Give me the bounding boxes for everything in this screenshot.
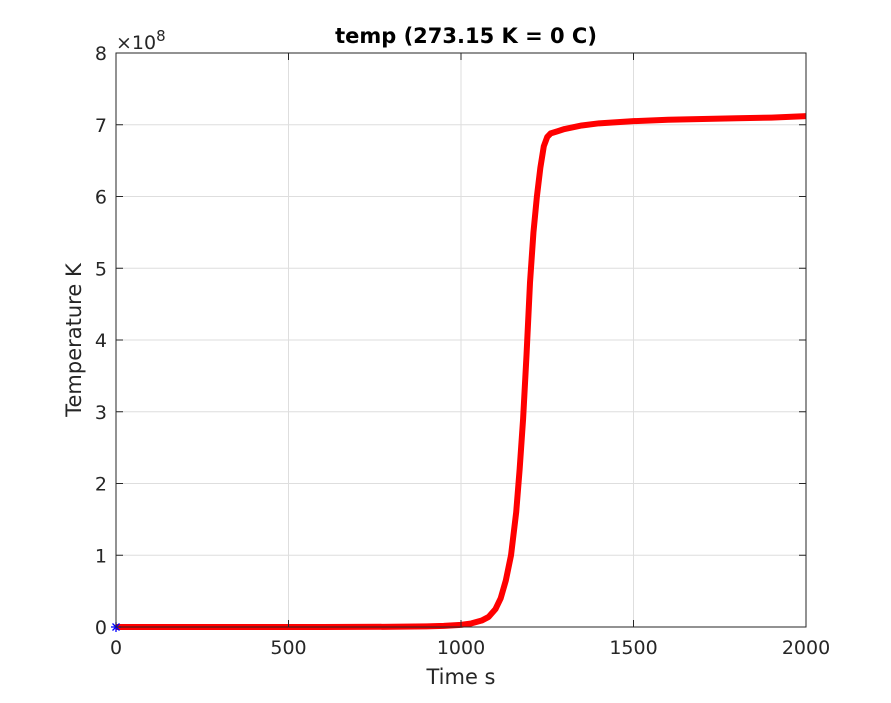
temperature-series-line	[116, 113, 807, 630]
series-layer	[111, 113, 807, 632]
y-tick-label: 4	[95, 330, 107, 352]
y-multiplier-base: ×10	[116, 32, 156, 54]
y-axis-multiplier: ×108	[116, 27, 166, 54]
y-tick-label: 8	[95, 43, 107, 65]
y-tick-label: 6	[95, 187, 107, 209]
y-tick-label: 5	[95, 258, 107, 280]
x-tick-label: 500	[270, 637, 306, 659]
x-axis-label: Time s	[425, 665, 495, 689]
y-axis-label: Temperature K	[62, 262, 86, 418]
y-tick-label: 7	[95, 115, 107, 137]
y-tick-label: 0	[95, 617, 107, 639]
y-tick-label: 1	[95, 545, 107, 567]
x-tick-label: 2000	[782, 637, 830, 659]
grid	[115, 52, 807, 628]
x-tick-label: 0	[110, 637, 122, 659]
ticks: 0 500 1000 1500 2000 0 1 2 3 4 5 6 7 8	[95, 43, 830, 659]
y-tick-label: 2	[95, 474, 107, 496]
chart-title: temp (273.15 K = 0 C)	[335, 24, 597, 48]
x-tick-label: 1000	[437, 637, 485, 659]
x-tick-label: 1500	[609, 637, 657, 659]
y-tick-label: 3	[95, 402, 107, 424]
y-multiplier-exponent: 8	[156, 27, 166, 45]
